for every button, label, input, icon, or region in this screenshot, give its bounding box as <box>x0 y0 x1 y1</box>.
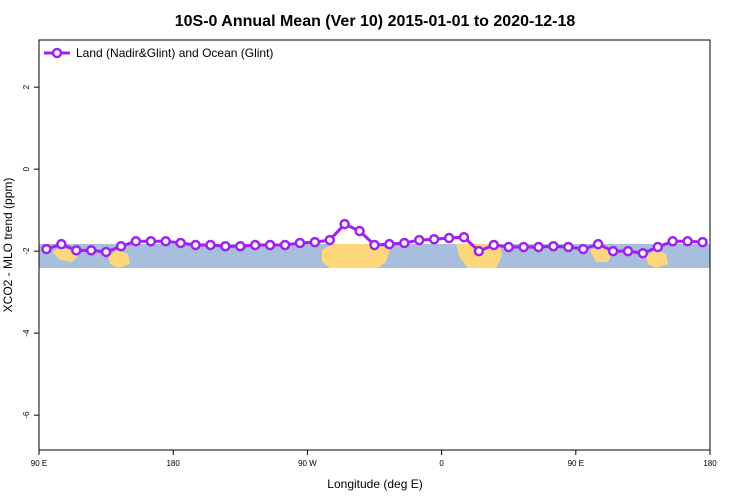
point <box>130 236 142 247</box>
x-tick-label: 180 <box>703 459 717 468</box>
x-tick-label: 180 <box>167 459 181 468</box>
point <box>369 239 380 251</box>
point <box>339 218 350 230</box>
point <box>85 245 97 256</box>
land <box>646 250 668 268</box>
point <box>443 232 455 244</box>
point <box>667 236 678 247</box>
x-tick-label: 90 E <box>568 459 584 468</box>
point <box>488 239 500 251</box>
point <box>592 238 604 250</box>
plot-frame <box>38 39 711 451</box>
point <box>533 241 544 253</box>
chart-title: 10S-0 Annual Mean (Ver 10) 2015-01-01 to… <box>175 13 576 30</box>
point <box>473 245 485 257</box>
point <box>294 237 306 249</box>
point <box>100 246 112 258</box>
point <box>115 240 127 252</box>
point <box>354 225 365 237</box>
y-tick-label: 2 <box>22 84 31 89</box>
point <box>220 240 231 252</box>
y-tick-label: -2 <box>22 247 31 255</box>
x-tick-label: 0 <box>439 459 444 468</box>
legend: Land (Nadir&Glint) and Ocean (Glint) <box>44 46 273 60</box>
x-tick-label: 90 E <box>31 459 47 468</box>
point <box>697 236 708 248</box>
point <box>652 241 664 253</box>
point <box>41 243 52 255</box>
point <box>503 241 514 253</box>
point <box>458 231 470 243</box>
point <box>190 239 201 251</box>
point <box>518 241 529 253</box>
land <box>108 250 130 268</box>
point <box>428 234 440 245</box>
point <box>578 243 589 255</box>
x-tick-label: 90 W <box>298 459 317 468</box>
point <box>548 240 559 252</box>
point <box>264 239 276 251</box>
y-axis-label: XCO2 - MLO trend (ppm) <box>1 178 15 313</box>
point <box>205 239 216 251</box>
point <box>622 245 634 257</box>
point <box>384 238 395 250</box>
point <box>56 238 67 250</box>
point <box>279 239 291 251</box>
land <box>590 246 612 262</box>
y-tick-label: -4 <box>22 329 31 337</box>
y-tick-label: -6 <box>22 411 31 419</box>
x-axis-label: Longitude (deg E) <box>327 477 422 491</box>
legend-marker <box>51 47 63 59</box>
point <box>145 236 157 247</box>
point <box>71 245 82 256</box>
legend-label: Land (Nadir&Glint) and Ocean (Glint) <box>76 46 273 60</box>
point <box>235 240 246 252</box>
point <box>413 234 425 246</box>
point <box>399 237 410 249</box>
point <box>682 236 693 247</box>
point <box>637 247 649 259</box>
land <box>322 244 390 268</box>
point <box>324 234 336 246</box>
point <box>607 245 619 257</box>
point <box>249 239 261 251</box>
point <box>175 237 186 249</box>
y-tick-label: 0 <box>22 166 31 171</box>
point <box>563 241 574 253</box>
point <box>309 236 321 248</box>
point <box>160 236 171 247</box>
